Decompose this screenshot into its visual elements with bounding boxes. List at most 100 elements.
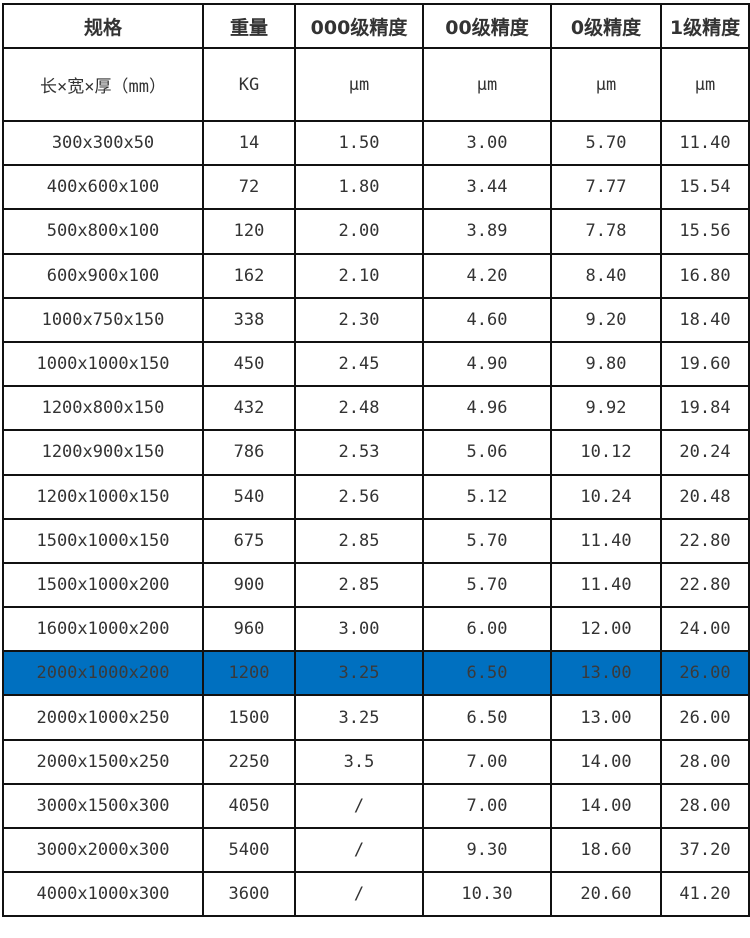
table-cell: 14.00	[550, 738, 662, 785]
table-cell: 2250	[202, 738, 296, 785]
table-cell: 162	[202, 252, 296, 299]
table-cell: 5.12	[422, 473, 552, 520]
table-row[interactable]: 400x600x100 72 1.80 3.44 7.77 15.54	[2, 164, 750, 211]
table-cell: 13.00	[550, 650, 662, 697]
table-cell: 6.00	[422, 606, 552, 653]
table-cell: /	[294, 782, 424, 830]
table-cell: 10.30	[422, 871, 552, 918]
table-cell: 960	[202, 606, 296, 653]
table-row-selected[interactable]: 2000x1000x200 1200 3.25 6.50 13.00 26.00	[2, 650, 750, 697]
table-cell: 500x800x100	[2, 208, 204, 255]
table-cell: 120	[202, 208, 296, 255]
table-cell: 1500x1000x200	[2, 561, 204, 609]
table-row[interactable]: 4000x1000x300 3600/10.30 20.60 41.20	[2, 871, 750, 918]
table-row[interactable]: 500x800x100 120 2.00 3.89 7.78 15.56	[2, 208, 750, 255]
table-cell: 450	[202, 340, 296, 388]
header-grade-00: 00级精度	[422, 3, 552, 49]
table-cell: 675	[202, 517, 296, 564]
table-cell: 2.85	[294, 561, 424, 609]
table-cell: /	[294, 826, 424, 874]
table-row[interactable]: 1500x1000x200 900 2.85 5.70 11.40 22.80	[2, 561, 750, 609]
table-cell: 3600	[202, 871, 296, 918]
table-cell: 8.40	[550, 252, 662, 299]
header-weight: 重量	[202, 3, 296, 49]
table-cell: 540	[202, 473, 296, 520]
table-cell: 1200x1000x150	[2, 473, 204, 520]
table-cell: 400x600x100	[2, 164, 204, 211]
table-cell: 28.00	[660, 782, 750, 830]
header-grade-0: 0级精度	[550, 3, 662, 49]
table-cell: 2000x1000x250	[2, 694, 204, 741]
table-cell: 1.50	[294, 119, 424, 167]
table-cell: 12.00	[550, 606, 662, 653]
table-cell: 7.00	[422, 738, 552, 785]
table-cell: 1200	[202, 650, 296, 697]
table-row[interactable]: 1200x1000x150 540 2.56 5.12 10.24 20.48	[2, 473, 750, 520]
table-cell: 22.80	[660, 517, 750, 564]
table-cell: 338	[202, 296, 296, 343]
table-cell: 18.60	[550, 826, 662, 874]
table-cell: 9.80	[550, 340, 662, 388]
table-cell: 1000x750x150	[2, 296, 204, 343]
table-cell: 26.00	[660, 650, 750, 697]
unit-cell: 长×宽×厚（mm）	[2, 47, 204, 122]
unit-cell: KG	[202, 47, 296, 122]
table-cell: 1500x1000x150	[2, 517, 204, 564]
header-spec: 规格	[2, 3, 204, 49]
table-cell: 600x900x100	[2, 252, 204, 299]
table-cell: 37.20	[660, 826, 750, 874]
table-cell: 26.00	[660, 694, 750, 741]
table-row[interactable]: 300x300x50 14 1.50 3.00 5.70 11.40	[2, 119, 750, 167]
table-cell: /	[294, 871, 424, 918]
table-cell: 4050	[202, 782, 296, 830]
table-cell: 3.25	[294, 694, 424, 741]
table-row[interactable]: 1500x1000x150 675 2.85 5.70 11.40 22.80	[2, 517, 750, 564]
table-cell: 4.96	[422, 385, 552, 432]
table-row[interactable]: 1200x800x150 432 2.48 4.96 9.92 19.84	[2, 385, 750, 432]
specification-table: 规格 重量 000级精度 00级精度 0级精度 1级精度 长×宽×厚（mm） K…	[2, 3, 750, 918]
table-cell: 4.20	[422, 252, 552, 299]
table-row[interactable]: 1000x750x150 338 2.30 4.60 9.20 18.40	[2, 296, 750, 343]
table-cell: 3000x1500x300	[2, 782, 204, 830]
table-cell: 16.80	[660, 252, 750, 299]
table-cell: 11.40	[660, 119, 750, 167]
table-row[interactable]: 2000x1500x250 2250 3.5 7.00 14.00 28.00	[2, 738, 750, 785]
table-cell: 3.00	[294, 606, 424, 653]
table-cell: 6.50	[422, 650, 552, 697]
table-cell: 2.56	[294, 473, 424, 520]
table-cell: 3000x2000x300	[2, 826, 204, 874]
table-cell: 72	[202, 164, 296, 211]
table-cell: 5.70	[550, 119, 662, 167]
table-cell: 14.00	[550, 782, 662, 830]
units-row: 长×宽×厚（mm） KG μm μm μm μm	[2, 47, 750, 122]
table-row[interactable]: 600x900x100 162 2.10 4.20 8.40 16.80	[2, 252, 750, 299]
unit-cell: μm	[660, 47, 750, 122]
table-cell: 15.54	[660, 164, 750, 211]
header-row: 规格 重量 000级精度 00级精度 0级精度 1级精度	[2, 3, 750, 49]
table-cell: 41.20	[660, 871, 750, 918]
table-cell: 14	[202, 119, 296, 167]
table-row[interactable]: 1600x1000x200 960 3.00 6.00 12.00 24.00	[2, 606, 750, 653]
header-grade-1: 1级精度	[660, 3, 750, 49]
table-row[interactable]: 1200x900x150 786 2.53 5.06 10.12 20.24	[2, 429, 750, 476]
table-cell: 2.53	[294, 429, 424, 476]
table-cell: 3.89	[422, 208, 552, 255]
table-cell: 2.30	[294, 296, 424, 343]
table-row[interactable]: 3000x1500x300 4050/7.00 14.00 28.00	[2, 782, 750, 830]
table-cell: 5.06	[422, 429, 552, 476]
unit-cell: μm	[550, 47, 662, 122]
table-row[interactable]: 2000x1000x250 1500 3.25 6.50 13.00 26.00	[2, 694, 750, 741]
table-cell: 4.60	[422, 296, 552, 343]
table-cell: 1200x800x150	[2, 385, 204, 432]
table-cell: 22.80	[660, 561, 750, 609]
table-row[interactable]: 3000x2000x300 5400/9.30 18.60 37.20	[2, 826, 750, 874]
unit-cell: μm	[294, 47, 424, 122]
table-cell: 432	[202, 385, 296, 432]
table-cell: 9.30	[422, 826, 552, 874]
table-cell: 2.48	[294, 385, 424, 432]
table-cell: 3.5	[294, 738, 424, 785]
table-cell: 6.50	[422, 694, 552, 741]
table-cell: 3.00	[422, 119, 552, 167]
table-cell: 28.00	[660, 738, 750, 785]
table-row[interactable]: 1000x1000x150 450 2.45 4.90 9.80 19.60	[2, 340, 750, 388]
